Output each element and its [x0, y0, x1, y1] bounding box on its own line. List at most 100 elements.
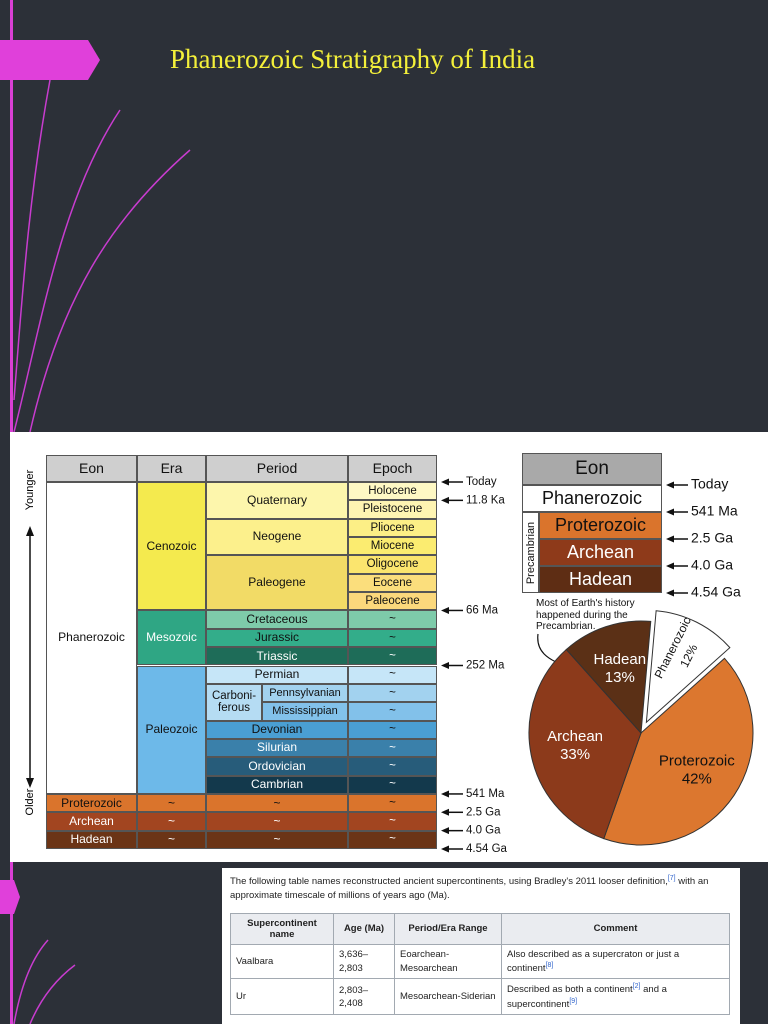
- slide-title: Phanerozoic Stratigraphy of India: [170, 44, 536, 74]
- slice-value: 13%: [605, 669, 635, 686]
- boundary-arrowhead: [441, 606, 449, 614]
- slice-value: 42%: [682, 770, 712, 787]
- reference: [7]: [667, 875, 676, 882]
- period-cell: Neogene: [206, 518, 348, 556]
- title-arrow: [0, 40, 100, 80]
- boundary-arrowhead: [441, 478, 449, 486]
- eon-cell: Phanerozoic: [46, 482, 137, 794]
- boundary-arrowhead: [441, 827, 449, 835]
- eon-header: Eon: [522, 453, 662, 485]
- boundary-label: 11.8 Ka: [466, 494, 505, 506]
- period-cell: Silurian: [206, 738, 348, 758]
- boundary-label: 541 Ma: [466, 788, 505, 800]
- table-cell: 2,803–2,408: [333, 978, 395, 1016]
- text-run: and a supercontinent: [507, 984, 667, 1011]
- boundary-arrowhead: [666, 481, 674, 489]
- eon-cell: Archean: [46, 812, 137, 831]
- axis-arrowhead: [26, 778, 34, 788]
- epoch-cell: ~: [348, 628, 437, 648]
- boundary-arrowhead: [441, 845, 449, 853]
- axis-arrowhead: [26, 526, 34, 536]
- eon-cell: Hadean: [46, 830, 137, 849]
- epoch-cell: ~: [348, 830, 437, 849]
- group-cell: Precambrian: [522, 512, 539, 593]
- period-cell: Quaternary: [206, 482, 348, 519]
- intro-text: The following table names reconstructed …: [230, 874, 732, 903]
- eon-cell: Proterozoic: [46, 793, 137, 813]
- boundary-label: Today: [466, 476, 497, 488]
- table-cell: Ur: [230, 978, 334, 1016]
- boundary-label: 4.54 Ga: [691, 584, 741, 600]
- text-run: Described as both a continent: [507, 984, 633, 996]
- period-cell: Ordovician: [206, 757, 348, 776]
- table-cell: Eoarchean-Mesoarchean: [394, 943, 502, 980]
- period-cell: ~: [206, 793, 348, 813]
- table-row: Vaalbara 3,636–2,803 Eoarchean-Mesoarchean…: [230, 943, 730, 980]
- epoch-cell: Miocene: [348, 537, 437, 556]
- boundary-label: 252 Ma: [466, 660, 505, 672]
- period-cell: Cretaceous: [206, 610, 348, 629]
- axis-label: Older: [24, 788, 36, 815]
- boundary-label: 4.0 Ga: [691, 557, 733, 573]
- decor-curves: [13, 939, 76, 1024]
- reference: [8]: [545, 961, 554, 969]
- table-cell: Vaalbara: [230, 943, 334, 980]
- epoch-cell: ~: [348, 720, 437, 739]
- table-row: Ur 2,803–2,408 Mesoarchean-Siderian Describ…: [230, 978, 730, 1016]
- decor-curves: [13, 79, 191, 433]
- period-cell: ~: [206, 812, 348, 831]
- table-body: Vaalbara 3,636–2,803 Eoarchean-Mesoarchean…: [230, 943, 730, 1016]
- accent-bar: [10, 862, 13, 1024]
- slice-name: Hadean: [594, 651, 647, 668]
- epoch-cell: Paleocene: [348, 592, 437, 611]
- boundary-arrowhead: [666, 589, 674, 597]
- epoch-cell: Oligocene: [348, 555, 437, 574]
- boundary-arrowhead: [666, 535, 674, 543]
- header-row: Supercontinent name Age (Ma) Period/Era Ra…: [230, 912, 730, 945]
- pie-note: Most of Earth's history happened during …: [536, 598, 635, 632]
- period-cell: Triassic: [206, 647, 348, 666]
- eon-row: Archean: [539, 539, 662, 566]
- epoch-cell: Pliocene: [348, 518, 437, 538]
- boundary-label: 4.0 Ga: [466, 825, 501, 837]
- column-header: Epoch: [348, 455, 437, 482]
- reference: [2]: [632, 983, 641, 991]
- epoch-cell: ~: [348, 665, 437, 684]
- text-run: The following table names reconstructed …: [230, 876, 668, 888]
- pie-slice: [528, 648, 642, 840]
- reference: [9]: [569, 997, 578, 1005]
- epoch-cell: ~: [348, 702, 437, 721]
- era-cell: Cenozoic: [137, 482, 206, 611]
- era-cell: Paleozoic: [137, 665, 206, 794]
- column-header: Comment: [501, 912, 730, 945]
- boundary-label: Today: [691, 476, 728, 492]
- column-header: Eon: [46, 455, 137, 482]
- eon-row: Hadean: [539, 566, 662, 593]
- period-cell: Paleogene: [206, 555, 348, 611]
- text-run: Also described as a supercraton or just …: [507, 948, 680, 975]
- slide-arrow: [0, 880, 20, 914]
- column-header: Period: [206, 455, 348, 482]
- group-label: Precambrian: [524, 521, 537, 584]
- epoch-cell: ~: [348, 683, 437, 703]
- axis-label: Younger: [24, 469, 36, 510]
- boundary-label: 2.5 Ga: [691, 530, 733, 546]
- supercontinent-table: Supercontinent name Age (Ma) Period/Era Ra…: [230, 912, 730, 1016]
- column-header: Supercontinent name: [230, 912, 334, 945]
- boundary-label: 4.54 Ga: [466, 843, 508, 855]
- column-header: Period/Era Range: [394, 912, 502, 945]
- eon-row: Proterozoic: [539, 512, 662, 539]
- period-cell: Jurassic: [206, 628, 348, 648]
- epoch-cell: ~: [348, 738, 437, 758]
- boundary-arrowhead: [441, 496, 449, 504]
- slice-name: Proterozoic: [659, 752, 735, 769]
- epoch-cell: ~: [348, 812, 437, 831]
- column-header: Era: [137, 455, 206, 482]
- epoch-cell: ~: [348, 610, 437, 629]
- boundary-label: 66 Ma: [466, 604, 499, 616]
- epoch-cell: Eocene: [348, 573, 437, 593]
- table-cell: 3,636–2,803: [333, 943, 395, 980]
